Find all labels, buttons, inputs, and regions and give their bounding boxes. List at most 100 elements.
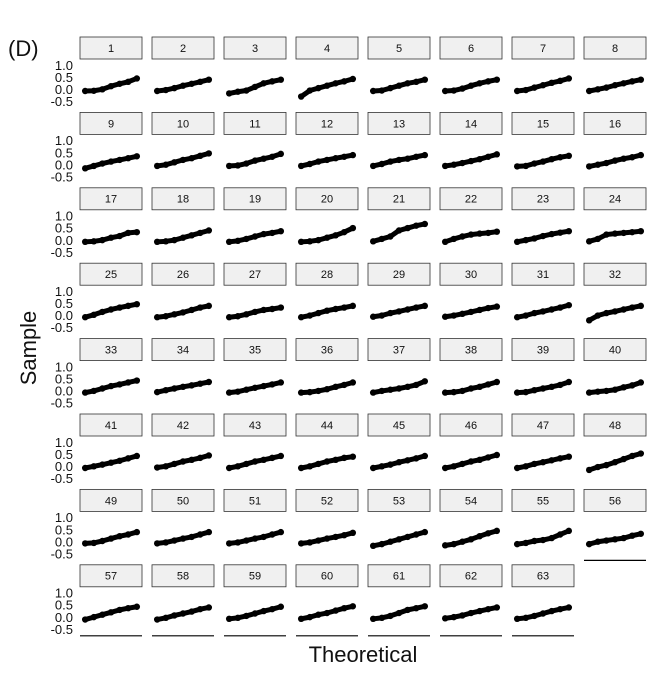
qq-point <box>205 150 213 157</box>
qq-point <box>116 532 123 540</box>
qq-point <box>268 78 276 85</box>
qq-point <box>81 616 89 623</box>
facet-label: 37 <box>393 345 405 357</box>
qq-point <box>421 378 429 385</box>
qq-point <box>378 160 386 168</box>
qq-point <box>133 153 141 160</box>
y-tick-label: 0.0 <box>55 459 73 474</box>
qq-point <box>81 389 89 396</box>
qq-point <box>349 302 357 310</box>
qq-point <box>107 535 115 542</box>
qq-point <box>243 311 250 318</box>
qq-point <box>585 238 593 245</box>
facet-label: 17 <box>105 194 117 206</box>
qq-point <box>116 232 123 240</box>
qq-point <box>484 381 492 388</box>
facet-label: 7 <box>540 43 546 55</box>
qq-point <box>484 605 492 613</box>
qq-point <box>450 161 458 168</box>
qq-point <box>171 236 178 244</box>
qq-point <box>513 540 521 548</box>
qq-point <box>315 84 322 92</box>
facet-strip <box>295 36 359 60</box>
qq-point <box>153 616 161 623</box>
facet-strip <box>367 338 431 362</box>
qq-point <box>81 314 89 321</box>
y-tick-label: -0.5 <box>51 622 73 637</box>
qq-point <box>611 459 619 466</box>
facet-label: 4 <box>324 43 330 55</box>
qq-point <box>196 229 204 237</box>
qq-point <box>188 306 195 314</box>
qq-point <box>171 84 178 92</box>
facet-strip <box>79 262 143 286</box>
qq-point <box>179 458 187 465</box>
facet-strip <box>295 338 359 362</box>
facet-label: 20 <box>321 194 333 206</box>
qq-point <box>522 162 530 170</box>
qq-point <box>315 537 322 544</box>
facet-label: 19 <box>249 194 261 206</box>
facet-strip <box>79 564 143 588</box>
facet-strip <box>583 413 647 437</box>
facet-label: 27 <box>249 269 261 281</box>
qq-point <box>493 604 501 611</box>
facet-strip <box>367 112 431 135</box>
qq-point <box>179 383 187 391</box>
qq-point <box>548 457 555 464</box>
qq-point <box>116 381 123 388</box>
qq-point <box>297 389 305 396</box>
facet-strip <box>151 413 215 437</box>
qq-point <box>594 312 602 319</box>
qq-point <box>369 615 377 623</box>
facet-strip <box>511 338 575 362</box>
qq-point <box>565 301 573 309</box>
qq-point <box>349 379 357 386</box>
y-tick-label: 1.0 <box>55 209 73 224</box>
facet-strip <box>439 488 503 512</box>
qq-point <box>99 236 106 244</box>
qq-point <box>620 80 627 87</box>
qq-point <box>459 538 466 545</box>
qq-point <box>179 234 187 241</box>
qq-point <box>124 155 132 162</box>
qq-point <box>234 237 242 245</box>
y-tick-label: 0.5 <box>55 598 73 613</box>
qq-point <box>81 238 89 246</box>
qq-point <box>268 229 276 237</box>
qq-point <box>467 385 475 392</box>
y-tick-label: 1.0 <box>55 510 73 525</box>
qq-point <box>205 378 213 386</box>
qq-point <box>620 155 627 162</box>
qq-point <box>277 228 285 235</box>
qq-point <box>378 540 386 548</box>
qq-point <box>162 238 170 245</box>
qq-point <box>81 464 89 472</box>
facet-strip <box>367 413 431 437</box>
qq-point <box>459 310 466 318</box>
qq-point <box>188 80 195 87</box>
qq-point <box>387 84 394 92</box>
facet-label: 2 <box>180 43 186 55</box>
y-tick-label: -0.5 <box>51 94 73 109</box>
qq-point <box>594 538 602 545</box>
qq-point <box>395 82 403 89</box>
qq-point <box>459 612 466 619</box>
qq-point <box>594 388 602 395</box>
x-axis-title: Theoretical <box>309 642 418 667</box>
qq-point <box>404 606 411 614</box>
qq-point <box>556 304 564 311</box>
facet-strip <box>79 338 143 362</box>
qq-point <box>107 609 115 616</box>
qq-point <box>205 76 213 83</box>
qq-point <box>349 224 357 232</box>
qq-point <box>153 540 161 547</box>
facet-strip <box>439 262 503 286</box>
facet-strip <box>151 262 215 286</box>
facet-label: 51 <box>249 495 261 507</box>
qq-point <box>412 605 420 612</box>
facet-strip <box>511 262 575 286</box>
qq-point <box>421 76 429 83</box>
qq-point <box>387 233 394 240</box>
qq-point <box>260 382 267 390</box>
